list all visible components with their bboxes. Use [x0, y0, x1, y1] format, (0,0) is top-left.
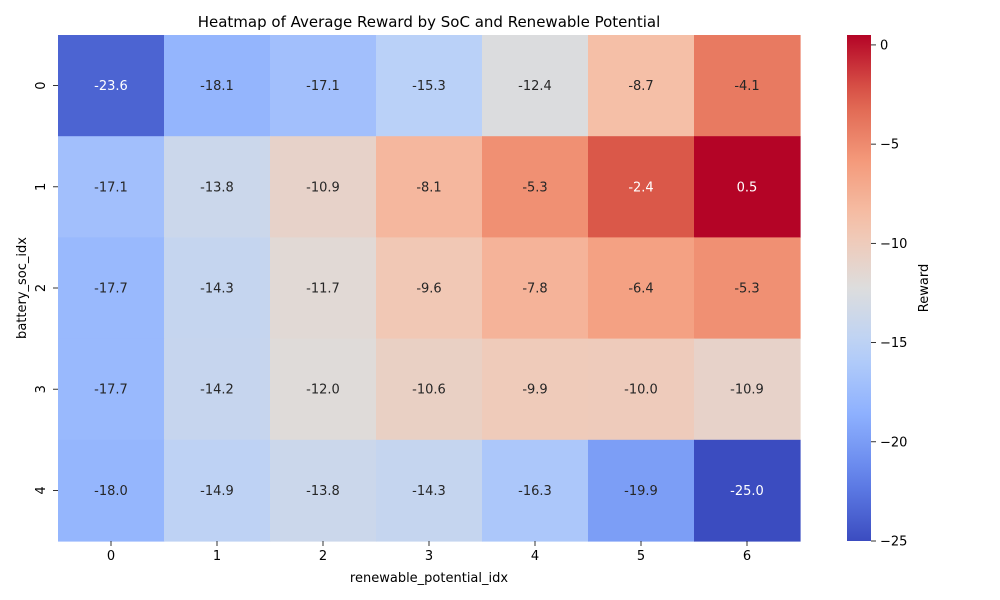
- colorbar-tick-label: −15: [880, 336, 907, 351]
- heatmap-cell: [482, 237, 589, 340]
- heatmap-cell: [588, 338, 695, 441]
- cell-value-label: -10.0: [624, 383, 658, 398]
- cell-value-label: -23.6: [94, 79, 128, 94]
- cell-value-label: -17.1: [94, 180, 128, 195]
- heatmap-cell: [588, 136, 695, 238]
- y-tick-label: 0: [34, 81, 49, 89]
- cell-value-label: -19.9: [624, 484, 658, 499]
- x-tick-label: 4: [531, 549, 539, 564]
- x-tick-label: 6: [743, 549, 751, 564]
- cell-value-label: -17.7: [94, 282, 128, 297]
- heatmap-cell: [270, 439, 377, 542]
- y-tick-label: 2: [34, 284, 49, 292]
- heatmap-cell: [694, 237, 801, 340]
- heatmap-cell: [58, 338, 165, 441]
- cell-value-label: -12.0: [306, 383, 340, 398]
- cell-value-label: -9.6: [416, 282, 441, 297]
- y-axis: 0 1 2 3 4: [34, 81, 58, 495]
- heatmap-cell: [164, 338, 271, 441]
- cell-value-label: -5.3: [734, 282, 759, 297]
- heatmap-cell: [58, 136, 165, 238]
- heatmap-cell: [164, 136, 271, 238]
- heatmap-cell: [376, 439, 483, 542]
- cell-value-label: -13.8: [306, 484, 340, 499]
- cell-value-label: -6.4: [628, 282, 653, 297]
- cell-value-label: -2.4: [628, 180, 653, 195]
- cell-value-label: -16.3: [518, 484, 552, 499]
- x-tick-label: 0: [107, 549, 115, 564]
- colorbar-label: Reward: [917, 264, 932, 312]
- cell-value-label: 0.5: [737, 180, 758, 195]
- heatmap-cell: [694, 338, 801, 441]
- heatmap-cell: [482, 35, 589, 137]
- colorbar-tick-label: −5: [880, 138, 899, 153]
- colorbar-tick-label: −10: [880, 237, 907, 252]
- cell-value-label: -25.0: [730, 484, 764, 499]
- heatmap-cell: [482, 439, 589, 542]
- colorbar: [847, 35, 871, 541]
- heatmap-cell: [270, 338, 377, 441]
- cell-value-label: -14.3: [200, 282, 234, 297]
- heatmap-cell: [58, 439, 165, 542]
- y-axis-label: battery_soc_idx: [15, 237, 30, 339]
- cell-value-label: -11.7: [306, 282, 340, 297]
- chart-title: Heatmap of Average Reward by SoC and Ren…: [198, 13, 661, 31]
- x-tick-label: 1: [213, 549, 221, 564]
- cell-value-label: -8.7: [628, 79, 653, 94]
- y-tick-label: 1: [34, 183, 49, 191]
- y-tick-label: 4: [34, 486, 49, 494]
- heatmap-cell: [164, 439, 271, 542]
- cell-value-label: -17.7: [94, 383, 128, 398]
- heatmap-cell: [482, 338, 589, 441]
- heatmap-cell: [588, 237, 695, 340]
- cell-value-label: -13.8: [200, 180, 234, 195]
- x-tick-label: 2: [319, 549, 327, 564]
- cell-value-label: -15.3: [412, 79, 446, 94]
- heatmap-cell: [164, 35, 271, 137]
- cell-value-label: -9.9: [522, 383, 547, 398]
- heatmap-cell: [270, 136, 377, 238]
- colorbar-tick-label: −20: [880, 435, 907, 450]
- heatmap-cell: [694, 35, 801, 137]
- cell-value-label: -18.0: [94, 484, 128, 499]
- heatmap-cell: [376, 35, 483, 137]
- heatmap-cell: [58, 35, 165, 137]
- cell-value-label: -4.1: [734, 79, 759, 94]
- cell-value-label: -10.9: [306, 180, 340, 195]
- heatmap-cells: -23.6 -18.1 -17.1 -15.3 -12.4 -8.7 -4.1 -17.1 -1…: [58, 35, 801, 542]
- cell-value-label: -17.1: [306, 79, 340, 94]
- cell-value-label: -14.9: [200, 484, 234, 499]
- x-tick-label: 5: [637, 549, 645, 564]
- colorbar-ticks: 0 −5 −10 −15 −20 −25: [871, 38, 907, 550]
- x-axis: 0 1 2 3 4 5 6: [107, 541, 751, 564]
- cell-value-label: -10.6: [412, 383, 446, 398]
- cell-value-label: -5.3: [522, 180, 547, 195]
- colorbar-tick-label: 0: [880, 38, 888, 53]
- cell-value-label: -14.2: [200, 383, 234, 398]
- heatmap-cell: [58, 237, 165, 340]
- heatmap-cell: [588, 35, 695, 137]
- heatmap-cell: [588, 439, 695, 542]
- x-tick-label: 3: [425, 549, 433, 564]
- heatmap-cell: [270, 35, 377, 137]
- cell-value-label: -14.3: [412, 484, 446, 499]
- cell-value-label: -8.1: [416, 180, 441, 195]
- y-tick-label: 3: [34, 385, 49, 393]
- heatmap-cell: [482, 136, 589, 238]
- cell-value-label: -12.4: [518, 79, 552, 94]
- x-axis-label: renewable_potential_idx: [350, 571, 508, 586]
- colorbar-tick-label: −25: [880, 535, 907, 550]
- heatmap-cell: [376, 136, 483, 238]
- heatmap-cell: [376, 237, 483, 340]
- cell-value-label: -7.8: [522, 282, 547, 297]
- heatmap-cell: [694, 136, 801, 238]
- heatmap-cell: [376, 338, 483, 441]
- cell-value-label: -18.1: [200, 79, 234, 94]
- cell-value-label: -10.9: [730, 383, 764, 398]
- heatmap-cell: [270, 237, 377, 340]
- heatmap-cell: [694, 439, 801, 542]
- heatmap-cell: [164, 237, 271, 340]
